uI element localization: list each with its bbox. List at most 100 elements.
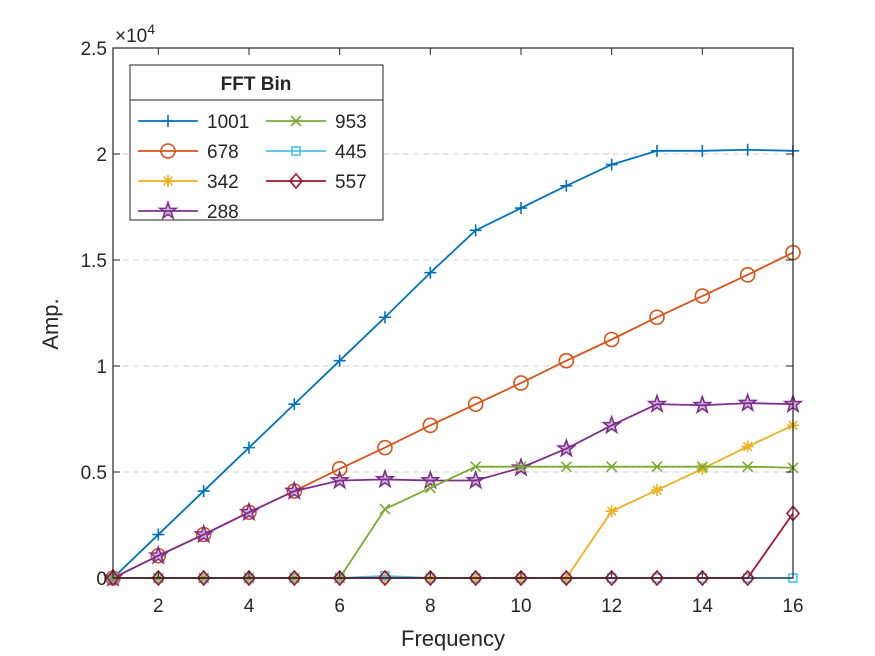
data-point <box>651 144 663 157</box>
data-point <box>468 569 483 587</box>
legend: FFT Bin 1001 678 342 288 953 445 557 <box>129 64 384 223</box>
series-line <box>112 148 794 579</box>
y-axis-label: Amp. <box>38 298 63 349</box>
data-point <box>377 439 393 456</box>
x-tick-label: 2 <box>153 596 164 617</box>
data-point <box>649 309 665 326</box>
data-point <box>288 398 301 411</box>
data-point <box>467 396 484 412</box>
data-point <box>605 505 618 518</box>
x-tick-label: 12 <box>601 596 622 617</box>
data-point <box>162 115 174 127</box>
data-point <box>469 224 482 237</box>
legend-entry: 1001 <box>138 112 249 133</box>
data-point <box>290 115 302 127</box>
data-point <box>105 569 121 587</box>
data-point <box>379 311 391 324</box>
data-point <box>559 569 574 587</box>
data-point <box>513 569 529 587</box>
legend-entry: 557 <box>266 172 367 193</box>
data-point <box>288 172 304 190</box>
data-point <box>243 441 255 454</box>
legend-entry: 953 <box>266 112 367 133</box>
x-tick-label: 8 <box>425 596 436 617</box>
data-point <box>513 375 529 391</box>
data-point <box>379 503 391 515</box>
y-tick-label: 2 <box>96 145 107 166</box>
data-point <box>287 569 302 587</box>
data-point <box>651 461 663 473</box>
legend-entry: 342 <box>138 172 239 193</box>
data-point <box>152 528 165 541</box>
data-point <box>696 144 709 157</box>
data-point <box>558 352 575 369</box>
data-point <box>160 143 176 159</box>
x-tick-label: 10 <box>510 596 531 617</box>
data-point <box>157 200 179 220</box>
data-point <box>515 202 527 215</box>
plot-frame <box>112 47 794 579</box>
y-tick-label: 2.5 <box>81 39 107 60</box>
y-tick-label: 1.5 <box>81 251 107 272</box>
data-point <box>332 569 347 587</box>
data-point <box>423 569 438 587</box>
y-tick-label: 0 <box>96 569 107 590</box>
data-point <box>651 484 663 497</box>
series-line <box>112 402 794 579</box>
legend-label: 445 <box>335 142 367 163</box>
data-point <box>422 417 439 434</box>
legend-label: 1001 <box>207 112 249 133</box>
legend-box <box>129 64 384 221</box>
legend-label: 342 <box>207 172 239 193</box>
data-point <box>193 523 215 544</box>
legend-entry: 288 <box>138 200 239 223</box>
data-point <box>333 354 346 367</box>
data-point <box>605 158 618 171</box>
axis-ticks <box>113 47 794 579</box>
data-point <box>515 461 527 473</box>
y-tick-labels: 0 0.5 1 1.5 2 2.5 <box>81 39 107 590</box>
data-point <box>646 393 668 414</box>
data-point <box>601 414 623 435</box>
y-tick-label: 1 <box>96 357 107 378</box>
data-point <box>424 482 436 494</box>
x-tick-labels: 2 4 6 8 10 12 14 16 <box>153 596 804 617</box>
x-tick-label: 6 <box>334 596 345 617</box>
data-point <box>197 485 210 498</box>
legend-entry: 678 <box>138 142 239 163</box>
legend-label: 288 <box>207 202 239 223</box>
data-point <box>741 143 754 156</box>
exponent-label: ×104 <box>115 21 155 47</box>
legend-label: 678 <box>207 142 239 163</box>
legend-entries: 1001 678 342 288 953 445 557 <box>138 112 367 223</box>
data-point <box>603 331 620 348</box>
exponent-power: 4 <box>147 21 155 37</box>
data-point <box>241 569 257 587</box>
data-point <box>419 469 441 490</box>
data-point <box>555 437 577 458</box>
data-point <box>147 544 169 565</box>
legend-entry: 445 <box>266 142 367 163</box>
data-point <box>331 461 348 477</box>
data-point <box>424 266 437 279</box>
x-tick-label: 14 <box>692 596 714 617</box>
y-tick-label: 0.5 <box>81 463 107 484</box>
legend-label: 953 <box>335 112 367 133</box>
data-point <box>151 569 166 587</box>
data-point <box>291 146 301 156</box>
data-point <box>694 288 711 304</box>
data-point <box>283 480 305 500</box>
data-point <box>196 569 211 587</box>
data-point <box>737 392 759 412</box>
data-point <box>238 501 260 522</box>
data-point <box>606 461 618 473</box>
data-point <box>377 569 393 587</box>
data-point <box>741 440 754 453</box>
x-tick-label: 16 <box>782 596 803 617</box>
data-point <box>742 461 754 473</box>
data-point <box>465 469 487 490</box>
data-point <box>649 569 665 587</box>
x-axis-label: Frequency <box>401 626 505 651</box>
data-point <box>696 461 708 473</box>
